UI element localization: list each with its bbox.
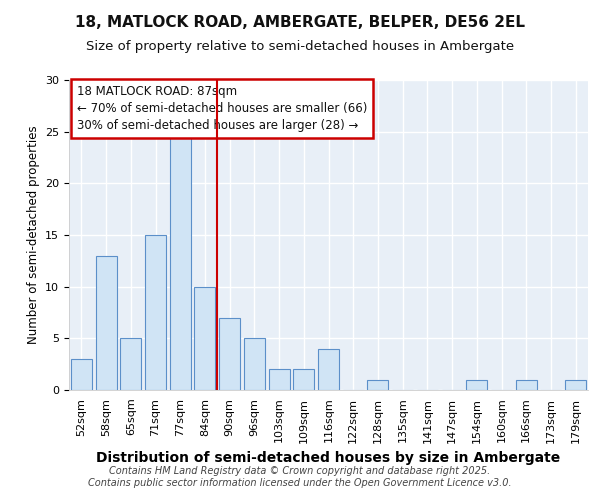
Text: 18 MATLOCK ROAD: 87sqm
← 70% of semi-detached houses are smaller (66)
30% of sem: 18 MATLOCK ROAD: 87sqm ← 70% of semi-det… [77,84,367,132]
Y-axis label: Number of semi-detached properties: Number of semi-detached properties [26,126,40,344]
Bar [367,380,388,390]
Bar [194,286,215,390]
Bar [120,338,141,390]
Bar [318,348,339,390]
X-axis label: Distribution of semi-detached houses by size in Ambergate: Distribution of semi-detached houses by … [97,451,560,465]
Bar [269,370,290,390]
Text: Size of property relative to semi-detached houses in Ambergate: Size of property relative to semi-detach… [86,40,514,53]
Bar [170,132,191,390]
Bar [293,370,314,390]
Bar [244,338,265,390]
Bar [516,380,537,390]
Text: Contains HM Land Registry data © Crown copyright and database right 2025.
Contai: Contains HM Land Registry data © Crown c… [88,466,512,487]
Bar [145,235,166,390]
Text: 18, MATLOCK ROAD, AMBERGATE, BELPER, DE56 2EL: 18, MATLOCK ROAD, AMBERGATE, BELPER, DE5… [75,15,525,30]
Bar [95,256,116,390]
Bar [565,380,586,390]
Bar [71,359,92,390]
Bar [466,380,487,390]
Bar [219,318,240,390]
